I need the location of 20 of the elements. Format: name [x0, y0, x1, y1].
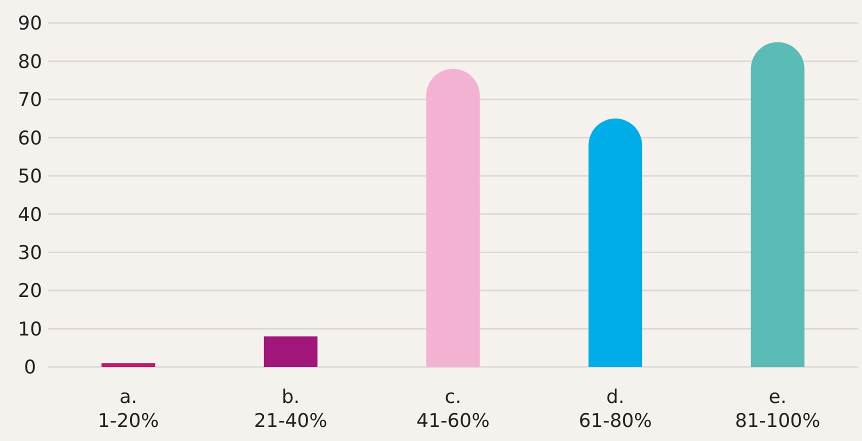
- bar: [588, 118, 642, 367]
- y-tick-label: 80: [18, 50, 42, 73]
- x-tick-label: d. 61-80%: [578, 386, 652, 432]
- y-tick-label: 90: [18, 12, 42, 35]
- bar: [264, 336, 318, 367]
- x-tick-label: e. 81-100%: [734, 386, 820, 432]
- y-tick-label: 30: [18, 242, 42, 264]
- y-tick-label: 10: [18, 318, 42, 340]
- y-tick-label: 20: [18, 280, 42, 302]
- bar: [426, 68, 480, 367]
- y-tick-label: 60: [18, 127, 42, 150]
- bar: [750, 42, 804, 367]
- y-tick-label: 40: [18, 204, 42, 226]
- x-tick-label: c. 41-60%: [416, 386, 490, 432]
- x-tick-label: b. 21-40%: [254, 386, 328, 432]
- bar: [102, 363, 156, 367]
- y-tick-label: 70: [18, 89, 42, 112]
- y-tick-label: 50: [18, 166, 42, 188]
- x-tick-label: a. 1-20%: [98, 386, 159, 432]
- y-tick-label: 0: [24, 356, 36, 379]
